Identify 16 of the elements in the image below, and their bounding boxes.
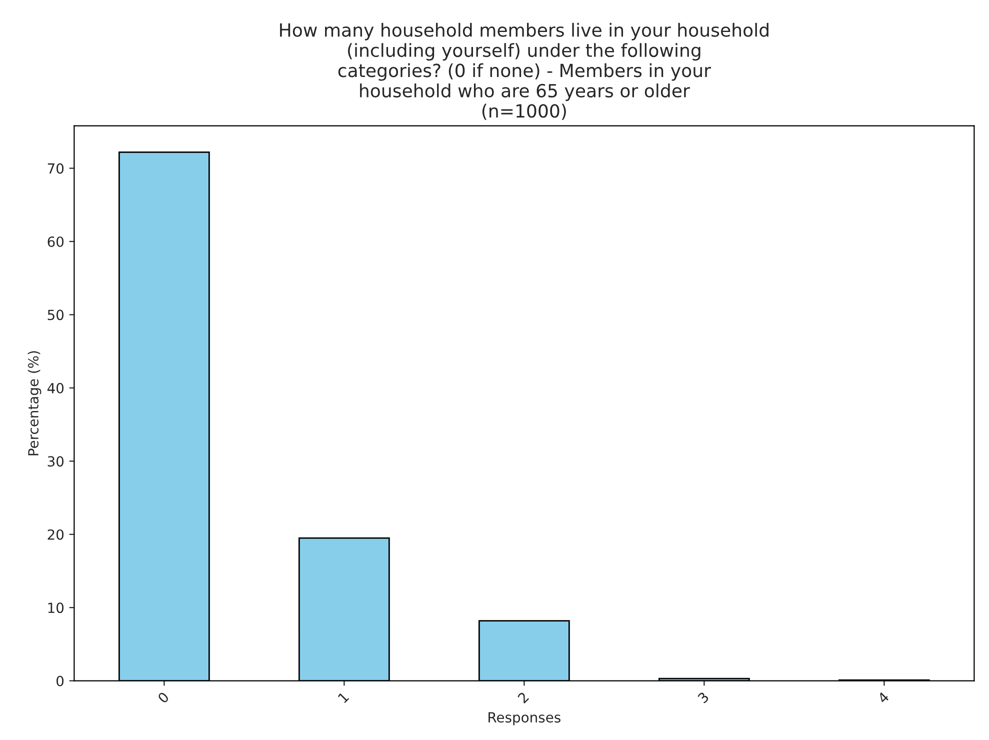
y-tick-label: 30 xyxy=(48,456,64,467)
y-tick-label: 10 xyxy=(48,602,64,614)
y-tick-label: 60 xyxy=(48,236,64,247)
y-tick-label: 40 xyxy=(47,382,64,394)
y-tick-label: 0 xyxy=(56,676,64,686)
x-tick-label: 1 xyxy=(338,692,350,704)
y-tick-label: 70 xyxy=(48,163,64,174)
x-tick-label: 0 xyxy=(157,691,170,704)
y-axis-title: Percentage (%) xyxy=(28,351,42,456)
x-tick-label: 2 xyxy=(517,692,530,704)
y-tick-label: 50 xyxy=(48,310,64,320)
x-tick-label: 3 xyxy=(697,691,710,704)
chart-title: How many household members live in your household (including yourself) under the following categories? (0 if none) - Members in your household who are 65 years or older (n=1000) xyxy=(280,22,768,120)
x-tick-label: 4 xyxy=(877,691,890,704)
y-tick-label: 20 xyxy=(48,529,64,540)
x-axis-title: Responses xyxy=(488,712,560,726)
